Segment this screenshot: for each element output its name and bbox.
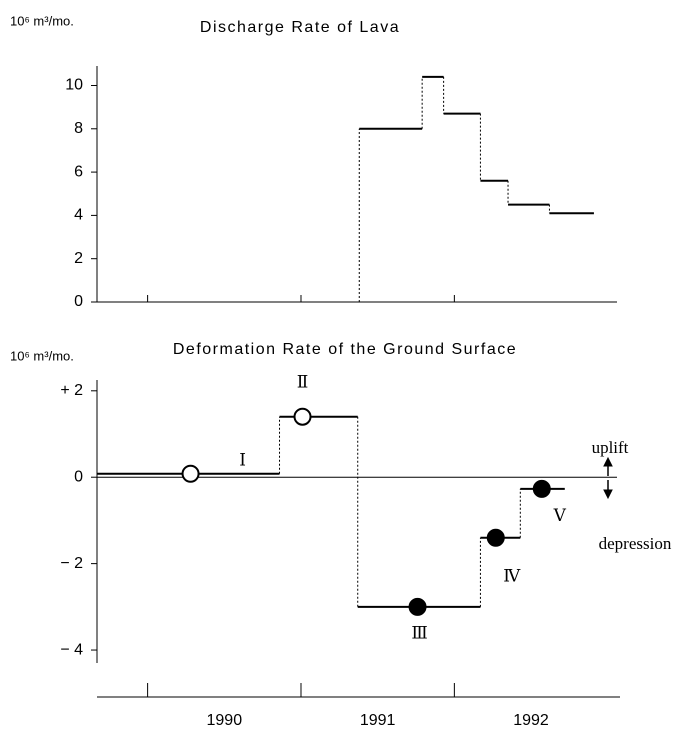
- chart-title: Deformation Rate of the Ground Surface: [173, 341, 517, 358]
- y-tick-label: 0: [74, 468, 83, 485]
- annotation: depression: [599, 534, 672, 553]
- chart-title: Discharge Rate of Lava: [200, 19, 400, 36]
- y-tick-label: + 2: [60, 382, 83, 399]
- marker: [293, 407, 312, 426]
- annotation: uplift: [592, 438, 629, 457]
- y-tick-label: 4: [74, 207, 83, 224]
- y-tick-label: 0: [74, 293, 83, 310]
- y-tick-label: 10: [65, 77, 83, 94]
- marker: [532, 479, 551, 498]
- marker: [486, 528, 505, 547]
- y-tick-label: 8: [74, 120, 83, 137]
- x-tick-label: 1992: [513, 712, 549, 729]
- y-tick-label: − 2: [60, 555, 83, 572]
- marker-label: Ⅴ: [553, 506, 567, 525]
- marker-label: Ⅰ: [239, 451, 246, 470]
- marker-label: Ⅲ: [411, 624, 427, 643]
- y-axis-unit: 10⁶ m³/mo.: [10, 13, 74, 28]
- marker-label: Ⅱ: [297, 373, 309, 392]
- y-tick-label: 6: [74, 163, 83, 180]
- y-axis-unit: 10⁶ m³/mo.: [10, 348, 74, 363]
- y-tick-label: − 4: [60, 641, 83, 658]
- marker: [181, 464, 200, 483]
- arrows: [603, 456, 613, 500]
- uplift-arrowhead: [603, 456, 613, 467]
- y-tick-label: 2: [74, 250, 83, 267]
- marker: [408, 597, 427, 616]
- x-tick-label: 1990: [207, 712, 243, 729]
- depression-arrowhead: [603, 489, 613, 500]
- x-tick-label: 1991: [360, 712, 396, 729]
- marker-label: Ⅳ: [503, 567, 521, 586]
